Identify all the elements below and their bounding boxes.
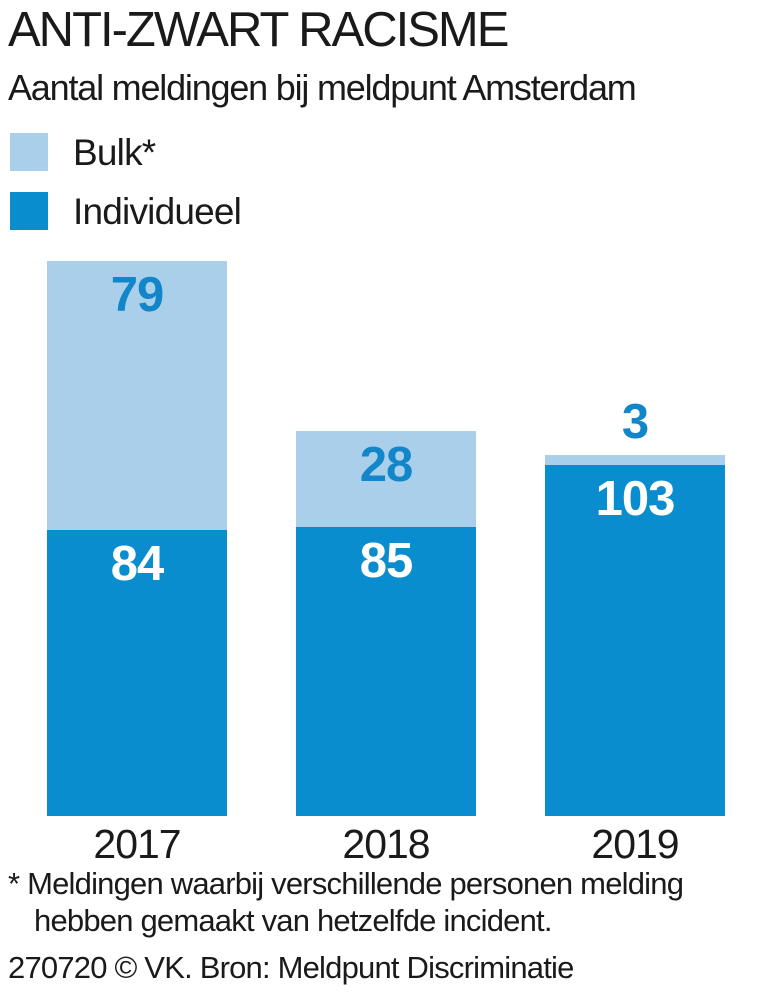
bar-2017: 79 84 2017: [47, 261, 227, 865]
value-label-bulk-2017: 79: [110, 268, 165, 322]
value-label-individueel-2019: 103: [595, 472, 676, 527]
x-axis-label-2019: 2019: [591, 821, 679, 867]
legend-label-bulk: Bulk*: [73, 131, 156, 173]
chart-subtitle: Aantal meldingen bij meldpunt Amsterdam: [8, 67, 637, 108]
chart-title: ANTI-ZWART RACISME: [8, 3, 509, 57]
legend: Bulk* Individueel: [10, 133, 242, 251]
stacked-bar-chart: 79 84 2017 28 85 2018 3 103 2019: [0, 261, 763, 865]
segment-bulk-2019: [545, 455, 725, 466]
segment-individueel-2019: 103: [545, 465, 725, 816]
footnote: * Meldingen waarbij verschillende person…: [8, 866, 684, 938]
segment-bulk-2018: 28: [296, 431, 476, 527]
source-credit: 270720 © VK. Bron: Meldpunt Discriminati…: [8, 950, 574, 985]
x-axis-label-2017: 2017: [93, 821, 181, 867]
segment-individueel-2017: 84: [47, 529, 227, 816]
x-axis-label-2018: 2018: [342, 821, 430, 867]
value-label-individueel-2018: 85: [359, 533, 414, 588]
bar-2018: 28 85 2018: [296, 431, 476, 865]
legend-item-bulk: Bulk*: [10, 133, 241, 171]
bulk-swatch-icon: [10, 133, 48, 171]
value-label-bulk-2018: 28: [359, 438, 414, 493]
individueel-swatch-icon: [10, 192, 48, 230]
value-label-individueel-2017: 84: [110, 536, 165, 591]
segment-individueel-2018: 85: [296, 526, 476, 816]
legend-item-individueel: Individueel: [10, 190, 242, 232]
bar-2019: 3 103 2019: [545, 398, 725, 865]
legend-label-individueel: Individueel: [73, 190, 242, 232]
segment-bulk-2017: 79: [47, 261, 227, 530]
value-label-bulk-2019: 3: [621, 395, 649, 450]
